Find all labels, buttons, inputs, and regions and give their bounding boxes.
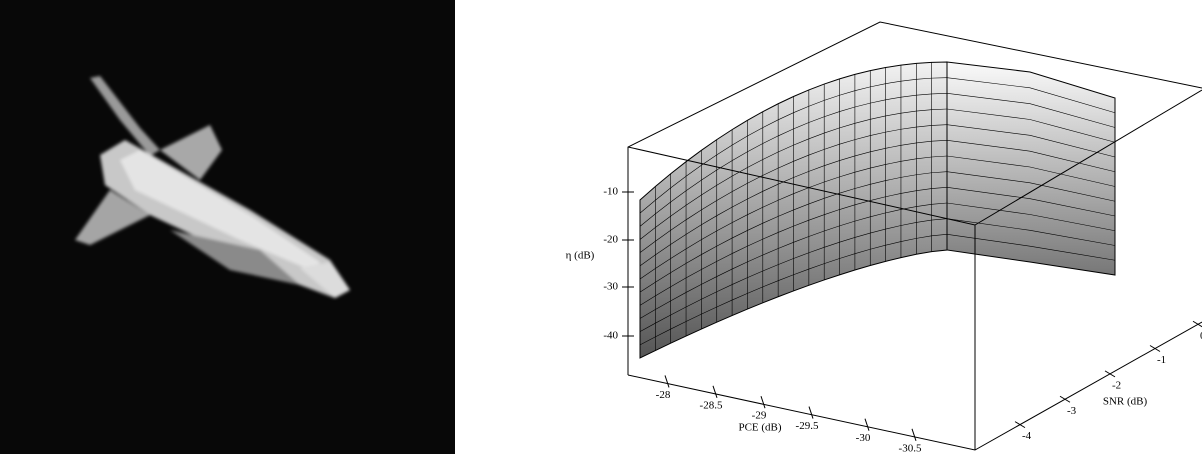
- mesh-line: [639, 140, 948, 267]
- mesh-line: [639, 77, 948, 214]
- pce-tick-label: -30.5: [899, 442, 922, 454]
- mesh-line: [639, 234, 948, 346]
- mesh-line: [946, 218, 1116, 246]
- mesh-line: [639, 171, 948, 293]
- snr-tick-label: -4: [1022, 430, 1032, 442]
- z-tick-label: -20: [603, 234, 618, 246]
- tick-mark: [1104, 370, 1116, 378]
- tick-mark: [760, 396, 766, 409]
- mesh-line: [639, 93, 948, 227]
- pce-tick-label: -28.5: [700, 399, 723, 411]
- mesh-line: [639, 155, 948, 280]
- mesh-line: [946, 171, 1116, 202]
- mesh-line: [946, 108, 1116, 143]
- tick-mark: [664, 375, 670, 388]
- mesh-line: [639, 218, 948, 332]
- mesh-line: [946, 77, 1116, 114]
- mesh-line: [946, 93, 1116, 128]
- z-tick-label: -10: [603, 186, 618, 198]
- pce-tick-label: -28: [656, 389, 671, 401]
- snr-tick-label: 0: [1200, 330, 1202, 342]
- surface-plot: [627, 21, 1202, 451]
- mesh-line: [946, 140, 1116, 173]
- snr-tick-label: -2: [1112, 379, 1121, 391]
- mesh-line: [639, 108, 948, 240]
- pce-tick-label: -29.5: [796, 420, 819, 432]
- pce-tick-label: -29: [752, 410, 767, 422]
- mesh-line: [946, 155, 1116, 187]
- z-axis-label: η (dB): [566, 250, 595, 262]
- tick-mark: [1014, 421, 1026, 429]
- tick-mark: [1059, 395, 1071, 403]
- snr-tick-label: -1: [1157, 354, 1166, 366]
- photo: [0, 0, 455, 454]
- surface-side: [946, 61, 1116, 276]
- z-tick-label: -40: [603, 330, 618, 342]
- tick-mark: [1149, 345, 1161, 352]
- mesh-line: [946, 202, 1116, 232]
- mesh-line: [639, 124, 948, 253]
- mesh-line: [639, 202, 948, 319]
- mesh-line: [946, 124, 1116, 158]
- tick-mark: [911, 428, 917, 441]
- box-edge: [627, 21, 1202, 375]
- pce-tick-label: -30: [856, 432, 871, 444]
- tick-mark: [864, 418, 870, 431]
- snr-axis-label: SNR (dB): [1103, 396, 1148, 408]
- mesh-line: [946, 187, 1116, 217]
- pce-axis-label: PCE (dB): [738, 422, 781, 434]
- tick-mark: [1192, 320, 1202, 328]
- surface-mesh: [639, 62, 1116, 351]
- snr-tick-label: -3: [1067, 405, 1077, 417]
- tick-mark: [808, 406, 814, 419]
- tick-mark: [712, 385, 718, 398]
- z-tick-label: -30: [603, 281, 618, 293]
- mesh-line: [639, 187, 948, 306]
